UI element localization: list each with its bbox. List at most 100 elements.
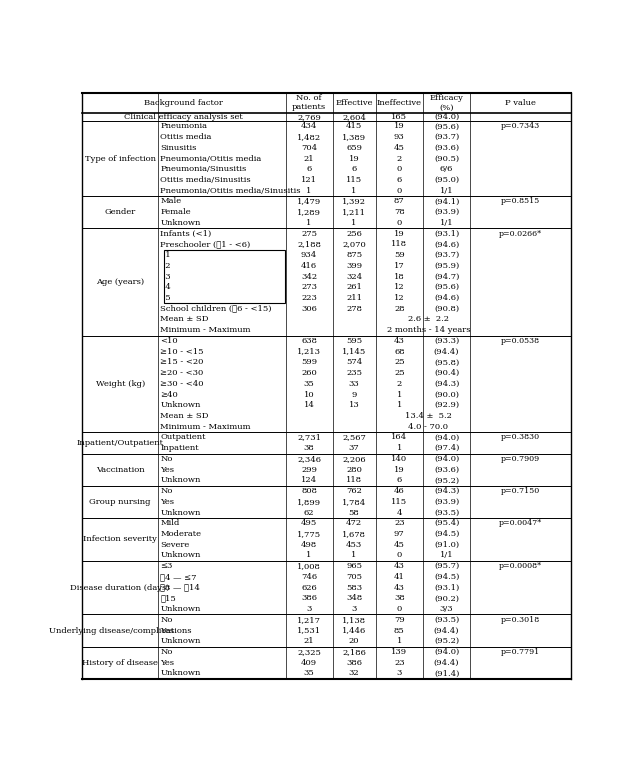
Text: (93.7): (93.7) bbox=[434, 251, 459, 259]
Text: (95.6): (95.6) bbox=[434, 122, 459, 131]
Text: 595: 595 bbox=[346, 337, 362, 345]
Text: 2: 2 bbox=[160, 262, 171, 270]
Text: 275: 275 bbox=[301, 230, 317, 238]
Text: 59: 59 bbox=[394, 251, 404, 259]
Text: 19: 19 bbox=[394, 230, 404, 238]
Text: (93.1): (93.1) bbox=[434, 584, 459, 591]
Text: 1,392: 1,392 bbox=[342, 197, 366, 206]
Text: 1/1: 1/1 bbox=[439, 219, 453, 227]
Text: 399: 399 bbox=[346, 262, 362, 270]
Text: 115: 115 bbox=[391, 498, 408, 506]
Text: 1: 1 bbox=[160, 251, 171, 259]
Text: 808: 808 bbox=[301, 487, 317, 495]
Text: p=0.0008*: p=0.0008* bbox=[499, 562, 543, 570]
Text: School children (≧6 - <15): School children (≧6 - <15) bbox=[160, 305, 272, 312]
Text: 704: 704 bbox=[301, 144, 317, 152]
Text: (95.4): (95.4) bbox=[434, 520, 459, 527]
Text: Pneumonia/Otitis media/Sinusitis: Pneumonia/Otitis media/Sinusitis bbox=[160, 186, 301, 195]
Text: 1: 1 bbox=[352, 219, 357, 227]
Text: Mild: Mild bbox=[160, 520, 179, 527]
Text: ≥40: ≥40 bbox=[160, 390, 178, 399]
Text: 38: 38 bbox=[394, 594, 404, 602]
Text: 2,769: 2,769 bbox=[297, 113, 321, 121]
Text: (90.4): (90.4) bbox=[434, 369, 459, 377]
Text: Age (years): Age (years) bbox=[96, 278, 144, 286]
Text: 164: 164 bbox=[391, 433, 408, 442]
Text: 1,899: 1,899 bbox=[297, 498, 321, 506]
Text: (94.4): (94.4) bbox=[434, 626, 459, 635]
Text: 2,188: 2,188 bbox=[297, 241, 321, 248]
Text: 19: 19 bbox=[394, 122, 404, 131]
Text: (95.6): (95.6) bbox=[434, 283, 459, 291]
Text: 1,145: 1,145 bbox=[342, 348, 366, 355]
Text: 0: 0 bbox=[397, 165, 402, 173]
Text: 386: 386 bbox=[346, 659, 362, 667]
Text: 965: 965 bbox=[346, 562, 362, 570]
Text: 1/1: 1/1 bbox=[439, 186, 453, 195]
Text: 278: 278 bbox=[346, 305, 362, 312]
Text: 6: 6 bbox=[307, 165, 312, 173]
Text: 2,325: 2,325 bbox=[297, 648, 321, 656]
Text: (94.0): (94.0) bbox=[434, 648, 459, 656]
Text: 6: 6 bbox=[397, 176, 402, 184]
Text: Pneumonia: Pneumonia bbox=[160, 122, 207, 131]
Bar bbox=[164, 250, 284, 303]
Text: Otitis media: Otitis media bbox=[160, 133, 212, 141]
Text: (93.5): (93.5) bbox=[434, 616, 459, 623]
Text: (93.9): (93.9) bbox=[434, 498, 459, 506]
Text: 6: 6 bbox=[352, 165, 357, 173]
Text: Gender: Gender bbox=[104, 208, 135, 216]
Text: 1: 1 bbox=[397, 401, 402, 410]
Text: 1: 1 bbox=[307, 219, 312, 227]
Text: 934: 934 bbox=[301, 251, 317, 259]
Text: Group nursing: Group nursing bbox=[90, 498, 151, 506]
Text: No: No bbox=[160, 455, 172, 463]
Text: 19: 19 bbox=[394, 465, 404, 474]
Text: 62: 62 bbox=[304, 509, 314, 516]
Text: 2,346: 2,346 bbox=[297, 455, 321, 463]
Text: (95.2): (95.2) bbox=[434, 637, 459, 646]
Text: (93.6): (93.6) bbox=[434, 465, 459, 474]
Text: 348: 348 bbox=[346, 594, 363, 602]
Text: (94.4): (94.4) bbox=[434, 659, 459, 667]
Text: (95.8): (95.8) bbox=[434, 358, 459, 366]
Text: 1: 1 bbox=[307, 186, 312, 195]
Text: Yes: Yes bbox=[160, 498, 174, 506]
Text: 23: 23 bbox=[394, 520, 404, 527]
Text: Male: Male bbox=[160, 197, 181, 206]
Text: History of disease: History of disease bbox=[82, 659, 158, 667]
Text: 17: 17 bbox=[394, 262, 404, 270]
Text: 35: 35 bbox=[304, 669, 314, 678]
Text: 0: 0 bbox=[397, 605, 402, 613]
Text: 746: 746 bbox=[301, 573, 317, 581]
Text: 21: 21 bbox=[304, 154, 314, 163]
Text: 626: 626 bbox=[301, 584, 317, 591]
Text: 18: 18 bbox=[394, 273, 404, 280]
Text: 434: 434 bbox=[301, 122, 317, 131]
Text: 2,567: 2,567 bbox=[342, 433, 366, 442]
Text: (94.4): (94.4) bbox=[434, 348, 459, 355]
Text: 3: 3 bbox=[160, 273, 171, 280]
Text: 472: 472 bbox=[346, 520, 362, 527]
Text: 14: 14 bbox=[303, 401, 315, 410]
Text: (93.5): (93.5) bbox=[434, 509, 459, 516]
Text: 58: 58 bbox=[349, 509, 359, 516]
Text: 4.0 - 70.0: 4.0 - 70.0 bbox=[408, 422, 448, 431]
Text: 6: 6 bbox=[397, 476, 402, 484]
Text: 0: 0 bbox=[397, 552, 402, 559]
Text: ≧8 — ≧14: ≧8 — ≧14 bbox=[160, 584, 200, 591]
Text: (94.7): (94.7) bbox=[434, 273, 459, 280]
Text: (91.0): (91.0) bbox=[434, 541, 459, 549]
Text: 498: 498 bbox=[301, 541, 317, 549]
Text: 1: 1 bbox=[397, 390, 402, 399]
Text: No: No bbox=[160, 487, 172, 495]
Text: 2.6 ±  2.2: 2.6 ± 2.2 bbox=[408, 316, 449, 323]
Text: Clinical efficacy analysis set: Clinical efficacy analysis set bbox=[125, 113, 243, 121]
Text: 1: 1 bbox=[397, 637, 402, 646]
Text: Outpatient: Outpatient bbox=[160, 433, 206, 442]
Text: 1,531: 1,531 bbox=[297, 626, 321, 635]
Text: (94.5): (94.5) bbox=[434, 530, 459, 538]
Text: 9: 9 bbox=[352, 390, 357, 399]
Text: p=0.8515: p=0.8515 bbox=[501, 197, 541, 206]
Text: (94.3): (94.3) bbox=[434, 487, 459, 495]
